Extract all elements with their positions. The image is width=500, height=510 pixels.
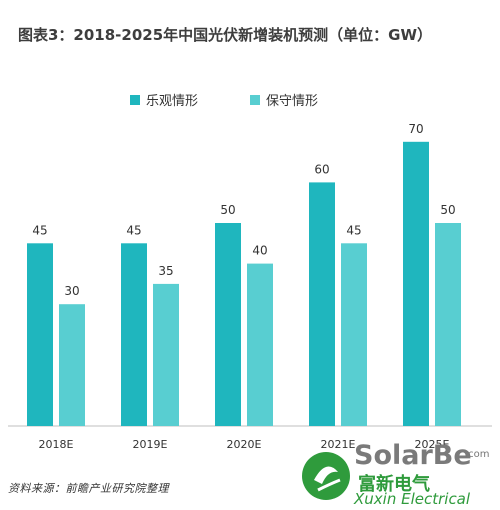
legend-swatch-conservative (250, 94, 261, 105)
bar-conservative-2019E (153, 283, 179, 426)
legend-item-optimistic: 乐观情形 (130, 90, 198, 109)
data-label-conservative-2019E: 35 (158, 264, 173, 278)
data-label-conservative-2025E: 50 (440, 203, 455, 217)
bar-conservative-2020E (247, 263, 273, 426)
data-label-optimistic-2018E: 45 (32, 223, 47, 237)
bar-optimistic-2018E (27, 243, 53, 426)
solarbe-logo-icon (302, 452, 350, 500)
data-label-optimistic-2021E: 60 (314, 162, 329, 176)
bar-chart: 45 30 2018E 45 35 2019E 50 40 2020E 60 45 2021E 70 50… (8, 122, 492, 451)
source-note: 资料来源：前瞻产业研究院整理 (8, 482, 169, 495)
legend-label-conservative: 保守情形 (266, 94, 319, 109)
bar-conservative-2025E (435, 223, 461, 426)
legend-swatch-optimistic (130, 94, 140, 105)
legend: 乐观情形 保守情形 (130, 90, 318, 109)
data-label-optimistic-2019E: 45 (126, 223, 141, 237)
x-tick-label-2021E: 2021E (321, 438, 356, 451)
data-label-conservative-2021E: 45 (346, 223, 361, 237)
x-tick-label-2019E: 2019E (133, 438, 168, 451)
data-label-conservative-2020E: 40 (252, 244, 267, 258)
watermark-brand: SolarBe (354, 440, 472, 471)
bar-conservative-2021E (341, 243, 367, 426)
data-label-optimistic-2025E: 70 (408, 122, 423, 136)
data-label-optimistic-2020E: 50 (220, 203, 235, 217)
bar-optimistic-2021E (309, 182, 335, 426)
watermark-en-text: Xuxin Electrical (354, 490, 471, 508)
x-tick-label-2018E: 2018E (39, 438, 74, 451)
bar-optimistic-2025E (403, 141, 429, 427)
chart-title: 图表3：2018-2025年中国光伏新增装机预测（单位：GW） (18, 26, 433, 44)
x-tick-label-2020E: 2020E (227, 438, 262, 451)
watermark: SolarBe .com 富新电气 Xuxin Electrical (300, 440, 500, 510)
data-label-conservative-2018E: 30 (64, 284, 79, 298)
watermark-cn-text: 富新电气 (358, 474, 430, 495)
watermark-dotcom: .com (465, 449, 490, 460)
legend-label-optimistic: 乐观情形 (146, 94, 199, 109)
x-tick-label-2025E: 2025E (415, 438, 450, 451)
bar-optimistic-2019E (121, 243, 147, 426)
bar-optimistic-2020E (215, 223, 241, 426)
bar-conservative-2018E (59, 304, 85, 426)
legend-item-conservative: 保守情形 (250, 90, 318, 109)
